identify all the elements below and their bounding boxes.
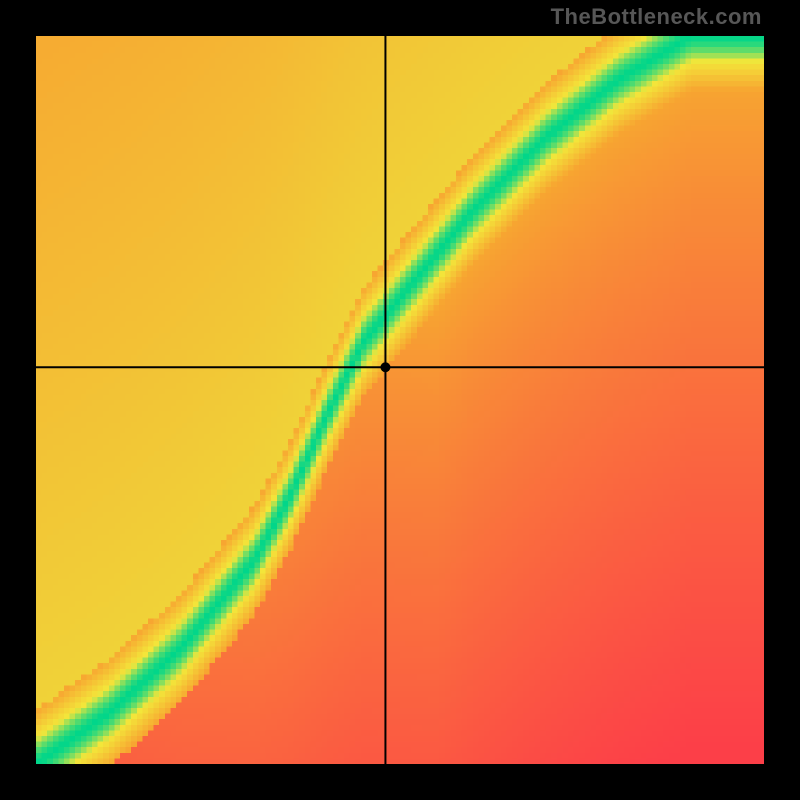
chart-container: TheBottleneck.com <box>0 0 800 800</box>
heatmap-plot <box>36 36 764 764</box>
heatmap-canvas <box>36 36 764 764</box>
watermark-text: TheBottleneck.com <box>551 4 762 30</box>
